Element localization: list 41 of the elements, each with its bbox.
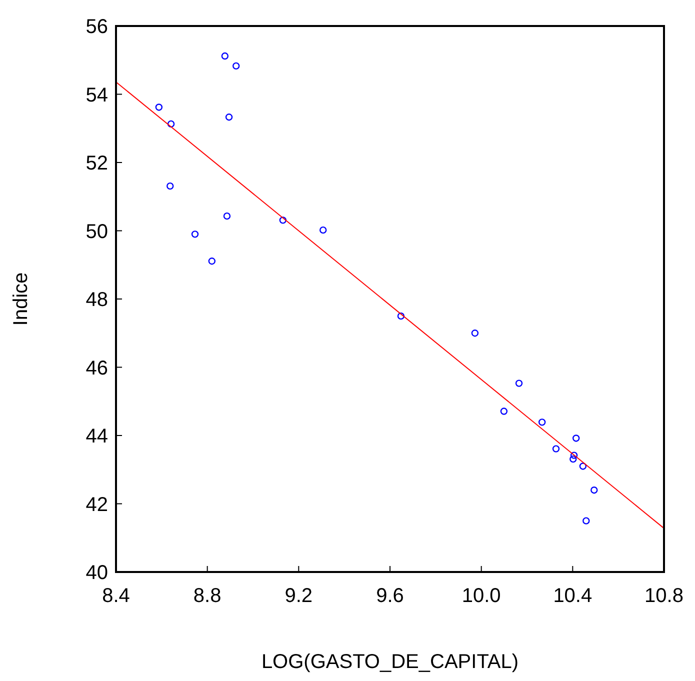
point xyxy=(279,216,287,224)
point xyxy=(570,452,578,459)
y-tick-label: 42 xyxy=(86,494,108,516)
x-tick-label: 8.4 xyxy=(102,585,130,607)
point xyxy=(155,104,163,111)
y-tick-label: 54 xyxy=(86,84,108,106)
point xyxy=(208,258,216,265)
point xyxy=(167,120,175,128)
point xyxy=(166,182,174,190)
point xyxy=(221,52,229,60)
x-tick-label: 10.4 xyxy=(553,585,592,607)
point xyxy=(572,434,580,442)
x-tick-label: 9.6 xyxy=(376,585,404,607)
point xyxy=(538,418,546,426)
x-tick-label: 9.2 xyxy=(284,585,313,607)
y-tick-label: 50 xyxy=(86,220,108,243)
point xyxy=(500,408,508,415)
point xyxy=(223,212,231,220)
point xyxy=(582,517,590,524)
point xyxy=(232,62,240,70)
x-tick-label: 10.0 xyxy=(462,585,501,607)
x-tick-label: 10.8 xyxy=(644,585,684,607)
y-axis-title: Indice xyxy=(10,272,32,326)
y-tick-label: 56 xyxy=(86,16,108,38)
point xyxy=(397,312,405,320)
point xyxy=(191,230,199,238)
y-tick-label: 40 xyxy=(86,562,108,584)
point xyxy=(320,226,327,234)
point xyxy=(570,455,577,463)
point xyxy=(515,380,523,387)
y-tick-label: 44 xyxy=(86,426,108,448)
x-tick-label: 8.8 xyxy=(193,585,222,607)
point xyxy=(579,462,587,470)
point xyxy=(552,445,560,452)
x-axis-title: LOG(GASTO_DE_CAPITAL) xyxy=(261,651,519,673)
point xyxy=(471,330,479,337)
y-tick-label: 52 xyxy=(86,152,108,174)
point xyxy=(590,486,598,494)
y-tick-label: 46 xyxy=(86,357,108,380)
y-tick-label: 48 xyxy=(86,289,108,311)
point xyxy=(225,114,233,121)
